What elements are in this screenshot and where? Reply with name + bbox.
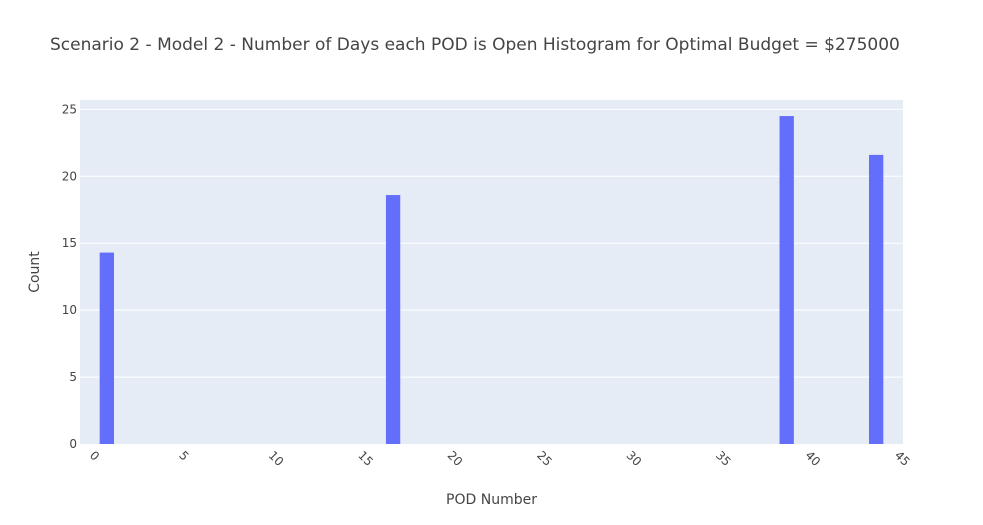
x-tick-label: 30	[624, 448, 645, 469]
x-axis-ticks: 0 5 10 15 20 25 30 35 40 45	[87, 448, 913, 469]
y-tick-label: 5	[69, 370, 77, 384]
chart-title: Scenario 2 - Model 2 - Number of Days ea…	[50, 35, 900, 55]
histogram-bar	[385, 195, 401, 444]
x-tick-label: 5	[176, 448, 191, 463]
x-tick-label: 15	[355, 448, 376, 469]
plot-area	[80, 100, 903, 444]
histogram-bar	[869, 154, 884, 444]
x-tick-label: 20	[445, 448, 466, 469]
bars-group	[99, 116, 884, 444]
y-tick-label: 0	[69, 437, 77, 451]
y-axis-ticks: 0 5 10 15 20 25	[62, 102, 77, 451]
x-axis-title: POD Number	[446, 492, 537, 508]
x-tick-label: 25	[534, 448, 555, 469]
y-tick-label: 25	[62, 102, 77, 116]
y-axis-title: Count	[27, 251, 43, 293]
y-tick-label: 20	[62, 169, 77, 183]
x-tick-label: 10	[266, 448, 287, 469]
x-tick-label: 0	[87, 448, 102, 463]
x-tick-label: 35	[713, 448, 734, 469]
histogram-bar	[779, 116, 794, 444]
grid-lines	[80, 108, 903, 378]
x-tick-label: 45	[892, 448, 913, 469]
y-tick-label: 15	[62, 236, 77, 250]
y-tick-label: 10	[62, 303, 77, 317]
histogram-bar	[99, 252, 114, 444]
x-tick-label: 40	[802, 448, 823, 469]
